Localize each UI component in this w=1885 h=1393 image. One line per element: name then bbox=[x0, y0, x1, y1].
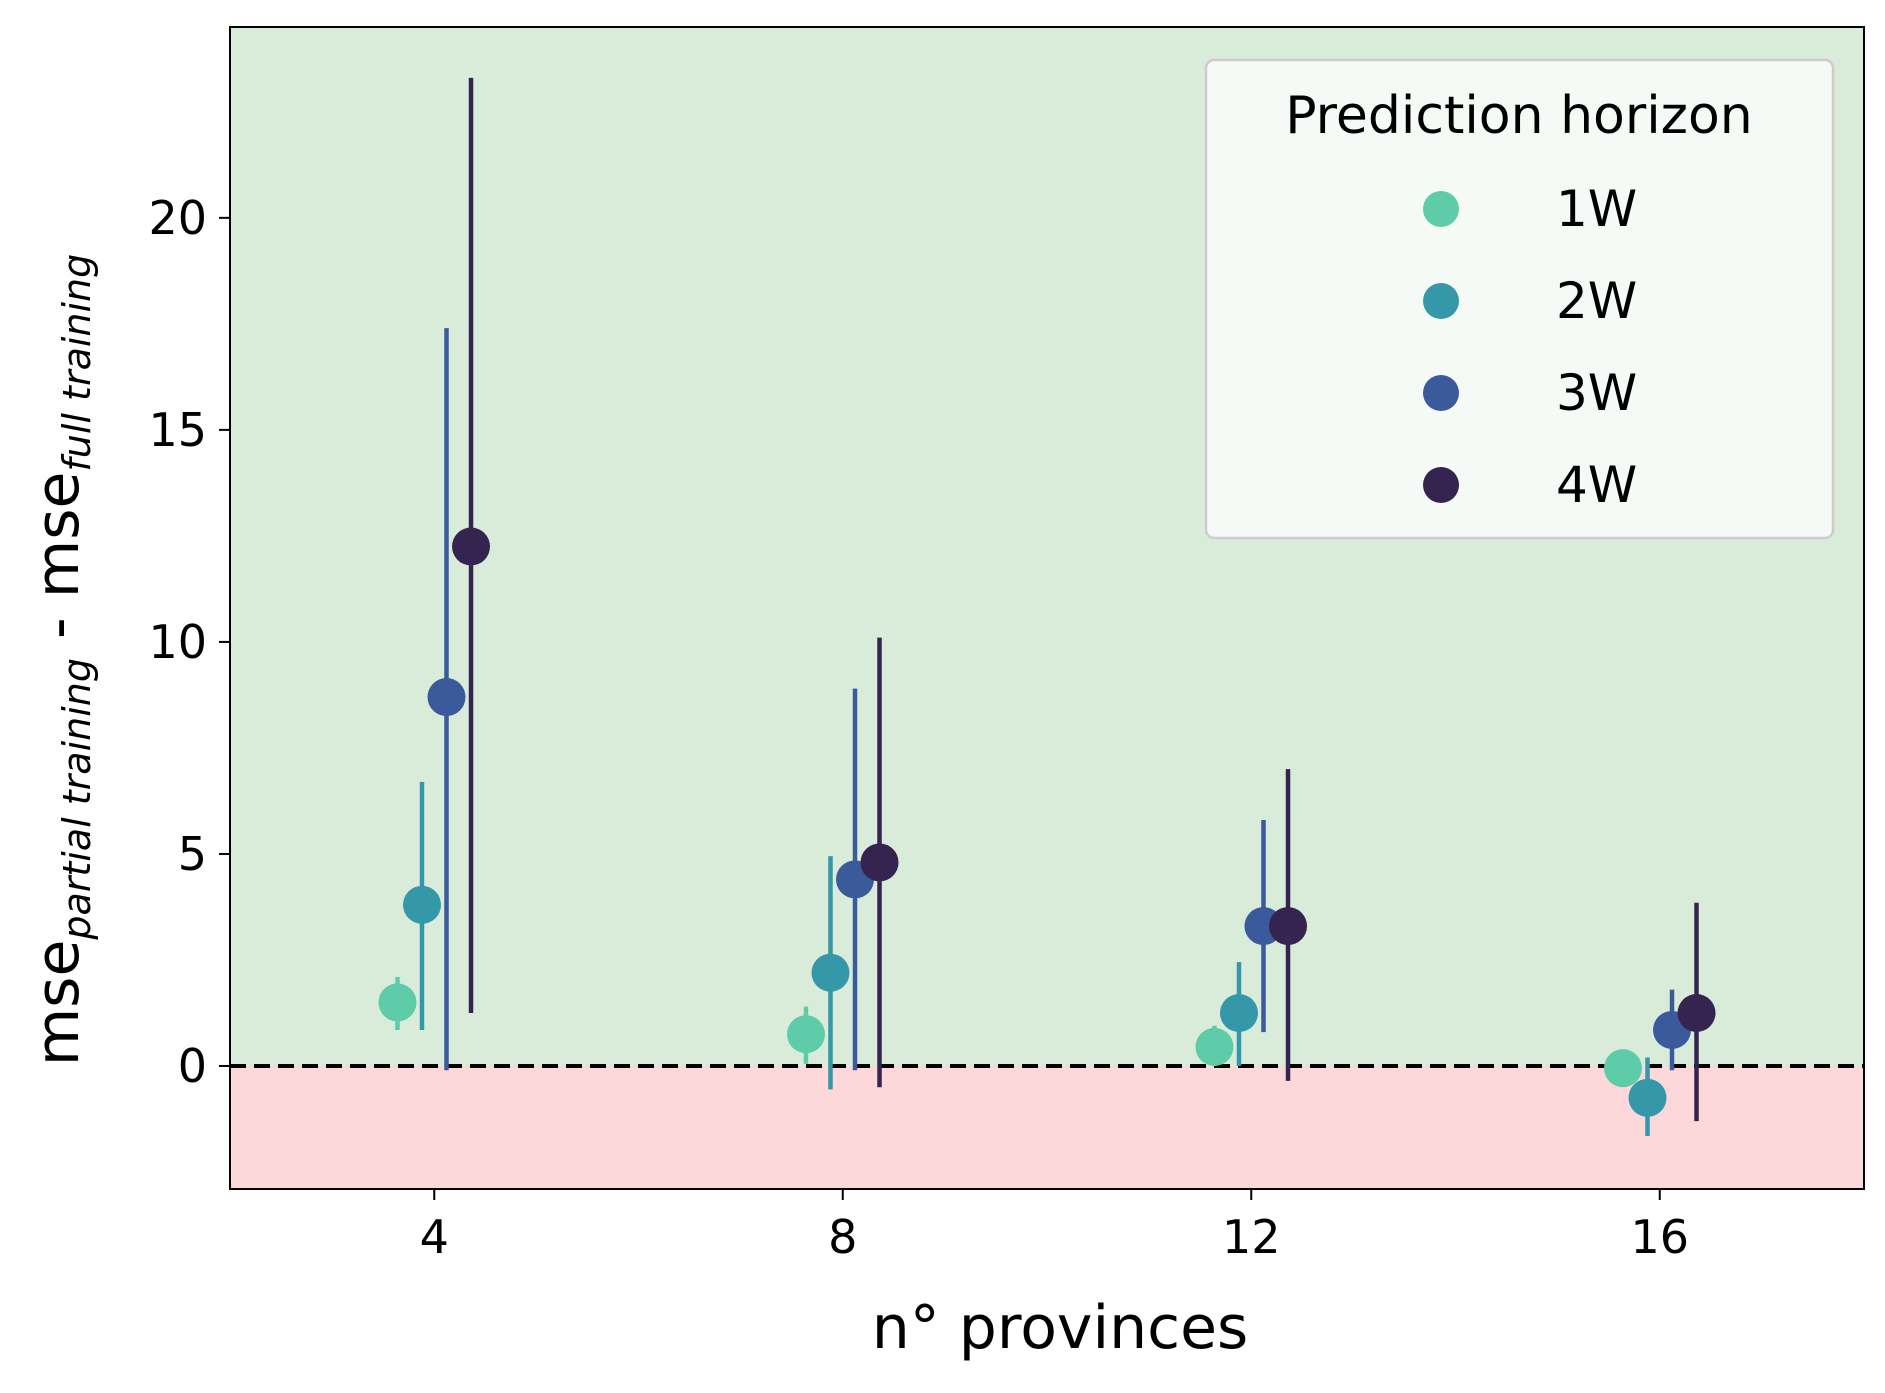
data-point bbox=[1219, 994, 1258, 1033]
legend-marker-3W bbox=[1423, 375, 1459, 411]
legend-marker-2W bbox=[1423, 283, 1459, 319]
data-point bbox=[1195, 1027, 1234, 1066]
legend-marker-1W bbox=[1423, 191, 1459, 227]
legend-label-1W: 1W bbox=[1556, 180, 1637, 238]
y-axis: 0 5 10 15 20 bbox=[148, 191, 230, 1093]
x-axis: 4 8 12 16 bbox=[420, 1189, 1689, 1264]
y-label-sub-2: full training bbox=[55, 254, 99, 472]
data-point bbox=[786, 1015, 825, 1054]
legend-label-3W: 3W bbox=[1556, 364, 1637, 422]
x-tick-label: 4 bbox=[420, 1210, 449, 1264]
data-point bbox=[860, 843, 899, 882]
data-point bbox=[1269, 907, 1308, 946]
y-label-sub-1: partial training bbox=[55, 658, 99, 941]
data-point bbox=[427, 678, 466, 717]
data-point bbox=[1677, 994, 1716, 1033]
y-tick-label: 15 bbox=[148, 403, 207, 457]
negative-region-band bbox=[230, 1066, 1864, 1189]
y-label-mid: - bbox=[23, 598, 93, 658]
x-tick-label: 16 bbox=[1630, 1210, 1689, 1264]
legend-title: Prediction horizon bbox=[1285, 86, 1753, 146]
y-label-base-2: mse bbox=[23, 472, 93, 599]
series-2W bbox=[402, 781, 1667, 1136]
x-tick-label: 12 bbox=[1222, 1210, 1281, 1264]
data-point bbox=[402, 885, 441, 924]
data-point bbox=[811, 953, 850, 992]
x-axis-label: n° provinces bbox=[872, 1293, 1249, 1363]
data-point bbox=[1603, 1049, 1642, 1088]
plot-frame bbox=[229, 26, 1865, 1190]
legend-marker-4W bbox=[1423, 467, 1459, 503]
y-tick-label: 0 bbox=[178, 1039, 207, 1093]
legend-entries: 1W 2W 3W 4W bbox=[1423, 180, 1637, 514]
legend: Prediction horizon 1W 2W 3W 4W bbox=[1204, 58, 1835, 540]
data-point bbox=[378, 983, 417, 1022]
y-axis-label: msepartial training - msefull training bbox=[23, 254, 99, 1067]
series-4W bbox=[452, 77, 1716, 1122]
data-marks bbox=[378, 77, 1716, 1136]
data-point bbox=[452, 527, 491, 566]
legend-box bbox=[1204, 58, 1835, 540]
legend-label-2W: 2W bbox=[1556, 272, 1637, 330]
legend-label-4W: 4W bbox=[1556, 456, 1637, 514]
series-1W bbox=[378, 976, 1642, 1088]
data-point bbox=[1628, 1078, 1667, 1117]
y-label-base-1: mse bbox=[23, 940, 93, 1067]
y-tick-label: 5 bbox=[178, 827, 207, 881]
y-tick-label: 20 bbox=[148, 191, 207, 245]
x-tick-label: 8 bbox=[828, 1210, 857, 1264]
y-tick-label: 10 bbox=[148, 615, 207, 669]
